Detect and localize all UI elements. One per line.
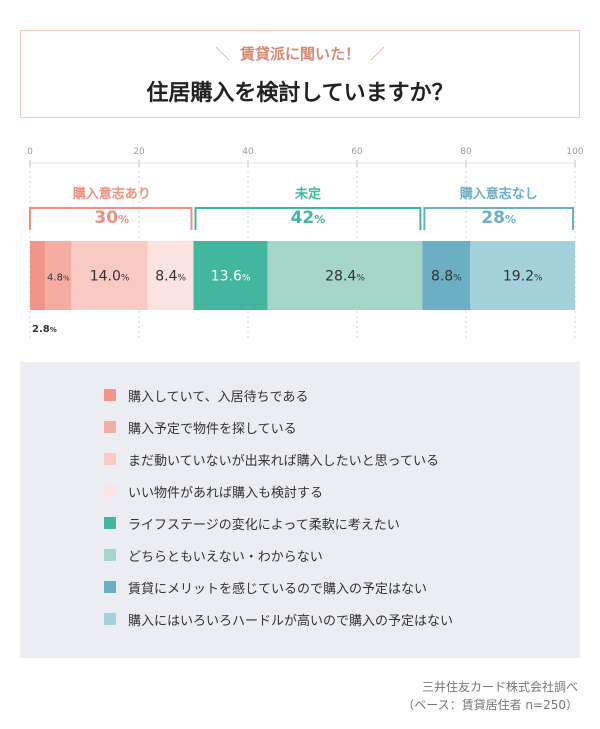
legend-item: どちらともいえない・わからない xyxy=(104,544,323,566)
slash-left-icon: ＼ xyxy=(214,45,230,63)
slash-right-icon: ／ xyxy=(370,45,386,63)
legend-label: どちらともいえない・わからない xyxy=(128,549,323,565)
source-note: 三井住友カード株式会社調べ （ベース：賃貸居住者 n=250） xyxy=(402,678,578,714)
tick-label: 100 xyxy=(566,147,583,157)
legend-item: まだ動いていないが出来れば購入したいと思っている xyxy=(104,448,439,470)
legend-swatch xyxy=(104,549,116,561)
data-label: 2.8% xyxy=(32,324,57,335)
group-value: 28% xyxy=(481,208,516,228)
tick-label: 60 xyxy=(351,147,363,157)
legend-swatch xyxy=(104,517,116,529)
legend-label: 購入にはいろいろハードルが高いので購入の予定はない xyxy=(128,613,454,629)
legend-item: 賃貸にメリットを感じているので購入の予定はない xyxy=(104,576,427,598)
legend-item: 購入にはいろいろハードルが高いので購入の予定はない xyxy=(104,608,453,630)
legend-item: 購入していて、入居待ちである xyxy=(104,384,308,406)
data-label: 14.0% xyxy=(90,269,130,285)
legend-swatch xyxy=(104,421,116,433)
source-text: 三井住友カード株式会社調べ xyxy=(421,680,578,694)
chart-title: 住居購入を検討していますか？ xyxy=(146,81,454,106)
legend-swatch xyxy=(104,389,116,401)
legend-label: 購入予定で物件を探している xyxy=(128,421,297,437)
chart-subtitle: ＼ 賃貸派に聞いた！ ／ xyxy=(21,43,579,64)
stacked-bar-chart: 0 20 40 60 80 100 購入意志あり 30% 未定 42% 購入意志なし 28% 2.8% 4… xyxy=(27,147,584,338)
group-bracket xyxy=(194,207,422,230)
data-label: 13.6% xyxy=(211,269,251,285)
bar-segment xyxy=(422,241,471,310)
legend-swatch xyxy=(104,581,116,593)
group-label: 未定 xyxy=(294,186,321,202)
legend-swatch xyxy=(104,613,116,625)
chart-subtitle-text: 賃貸派に聞いた！ xyxy=(239,45,360,63)
group-label: 購入意志なし xyxy=(459,186,538,202)
tick-label: 0 xyxy=(27,147,33,157)
bar-segment xyxy=(470,241,575,310)
group-bracket xyxy=(29,207,193,230)
bar-segment xyxy=(30,241,46,310)
data-label: 8.8% xyxy=(431,269,462,285)
title-box: ＼ 賃貸派に聞いた！ ／ 住居購入を検討していますか？ xyxy=(20,30,580,118)
group-value: 42% xyxy=(291,208,326,228)
bar-segment xyxy=(147,241,194,310)
tick-label: 80 xyxy=(460,147,472,157)
tick-label: 20 xyxy=(133,147,145,157)
bar-segment xyxy=(71,241,148,310)
legend-label: まだ動いていないが出来れば購入したいと思っている xyxy=(128,453,439,469)
legend-item: いい物件があれば購入も検討する xyxy=(104,480,323,502)
legend-swatch xyxy=(104,485,116,497)
data-label: 4.8% xyxy=(47,273,70,284)
tick-label: 40 xyxy=(242,147,254,157)
legend: 購入していて、入居待ちである 購入予定で物件を探しているまだ動いていないが出来れば… xyxy=(20,362,580,658)
legend-item: 購入予定で物件を探している xyxy=(104,416,297,438)
data-label: 28.4% xyxy=(325,269,365,285)
legend-label: 購入していて、入居待ちである xyxy=(128,389,309,405)
legend-label: ライフステージの変化によって柔軟に考えたい xyxy=(128,517,400,533)
group-value: 30% xyxy=(94,208,129,228)
data-label: 19.2% xyxy=(503,269,543,285)
group-bracket xyxy=(423,207,574,230)
legend-item: ライフステージの変化によって柔軟に考えたい xyxy=(104,512,400,534)
group-label: 購入意志あり xyxy=(72,186,151,202)
legend-label: 賃貸にメリットを感じているので購入の予定はない xyxy=(128,581,428,597)
legend-swatch xyxy=(104,453,116,465)
legend-label: いい物件があれば購入も検討する xyxy=(128,485,324,501)
bar-segment xyxy=(267,241,423,310)
bar-segment xyxy=(45,241,72,310)
bar-segment xyxy=(193,241,268,310)
base-text: （ベース：賃貸居住者 n=250） xyxy=(402,698,578,712)
data-label: 8.4% xyxy=(155,269,186,285)
